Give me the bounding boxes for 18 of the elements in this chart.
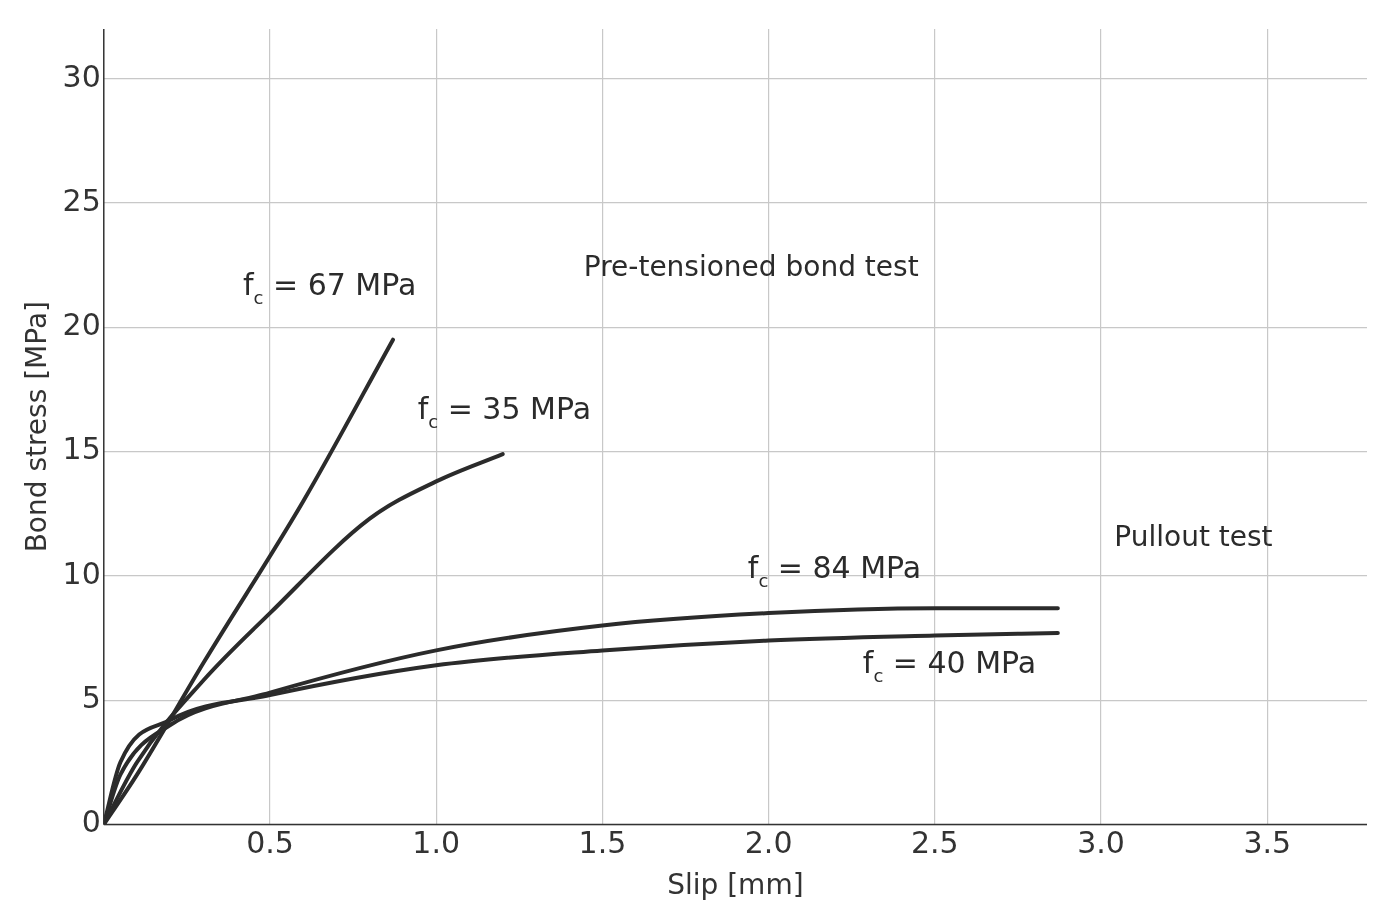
y-tick-label: 0 [81, 804, 101, 840]
y-tick-label: 25 [62, 182, 101, 218]
x-tick-label: 2.5 [910, 825, 959, 861]
y-tick-label: 10 [62, 555, 101, 591]
x-tick-label: 3.5 [1243, 825, 1292, 861]
x-tick-label: 2.0 [744, 825, 793, 861]
x-tick-label: 1.5 [578, 825, 627, 861]
y-axis-title: Bond stress [MPa] [20, 301, 54, 553]
x-axis-title: Slip [mm] [667, 868, 804, 902]
x-tick-label: 1.0 [412, 825, 461, 861]
y-tick-label: 20 [62, 307, 101, 343]
x-tick-label: 3.0 [1077, 825, 1125, 861]
annotation: Pre-tensioned bond test [583, 249, 919, 283]
annotation: Pullout test [1114, 520, 1273, 554]
y-tick-label: 15 [62, 431, 101, 467]
y-tick-label: 30 [62, 58, 101, 94]
y-tick-label: 5 [81, 679, 101, 715]
x-tick-label: 0.5 [246, 825, 294, 861]
